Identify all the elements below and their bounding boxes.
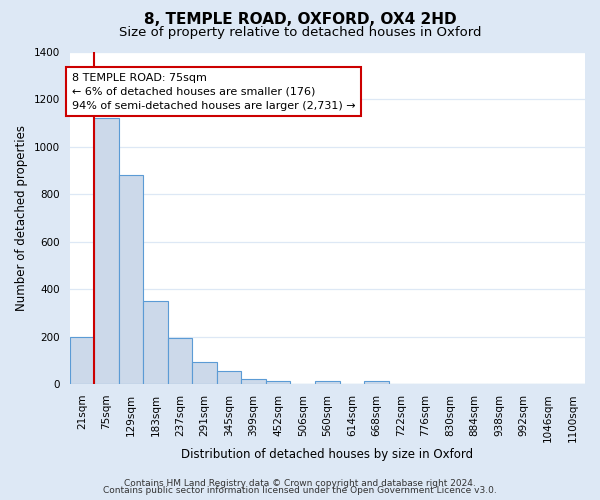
Bar: [364, 381, 389, 384]
Text: Contains public sector information licensed under the Open Government Licence v3: Contains public sector information licen…: [103, 486, 497, 495]
X-axis label: Distribution of detached houses by size in Oxford: Distribution of detached houses by size …: [181, 448, 473, 461]
Bar: [266, 380, 290, 384]
Bar: [168, 338, 192, 384]
Y-axis label: Number of detached properties: Number of detached properties: [15, 125, 28, 311]
Bar: [70, 336, 94, 384]
Text: Contains HM Land Registry data © Crown copyright and database right 2024.: Contains HM Land Registry data © Crown c…: [124, 478, 476, 488]
Text: Size of property relative to detached houses in Oxford: Size of property relative to detached ho…: [119, 26, 481, 39]
Text: 8, TEMPLE ROAD, OXFORD, OX4 2HD: 8, TEMPLE ROAD, OXFORD, OX4 2HD: [143, 12, 457, 28]
Bar: [143, 301, 168, 384]
Bar: [217, 371, 241, 384]
Text: 8 TEMPLE ROAD: 75sqm
← 6% of detached houses are smaller (176)
94% of semi-detac: 8 TEMPLE ROAD: 75sqm ← 6% of detached ho…: [72, 73, 356, 111]
Bar: [192, 362, 217, 384]
Bar: [119, 175, 143, 384]
Bar: [94, 118, 119, 384]
Bar: [315, 381, 340, 384]
Bar: [241, 379, 266, 384]
